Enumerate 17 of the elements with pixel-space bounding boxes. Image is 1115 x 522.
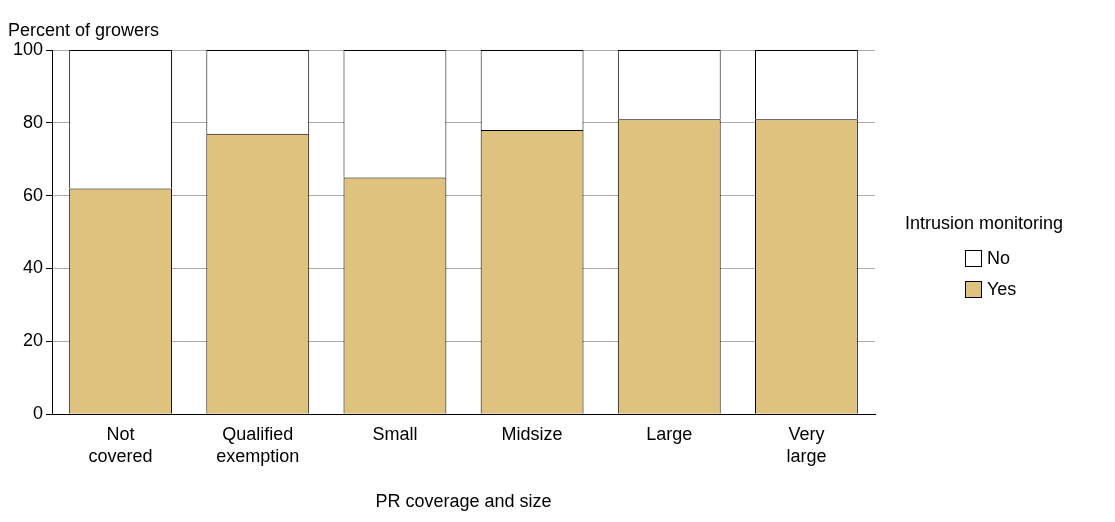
y-axis-title: Percent of growers (8, 19, 160, 40)
y-tick-label: 80 (23, 111, 44, 132)
x-axis-title: PR coverage and size (375, 491, 552, 512)
y-tick-label: 20 (23, 330, 44, 351)
legend-title: Intrusion monitoring (905, 212, 1064, 234)
y-tick-label: 40 (23, 257, 44, 278)
x-tick-label: Not covered (88, 423, 153, 466)
y-tick-label: 60 (23, 184, 44, 205)
y-tick-label: 0 (33, 403, 44, 424)
text: Yes (987, 278, 1017, 300)
x-tick-label: Qualified exemption (216, 423, 300, 466)
y-tick-label: 100 (12, 38, 44, 59)
x-tick-label: Large (646, 423, 693, 444)
x-tick-label: Very large (786, 423, 827, 466)
x-tick-label: Small (372, 423, 418, 444)
legend-label: No (987, 247, 1011, 269)
x-tick-label: Midsize (501, 423, 563, 444)
